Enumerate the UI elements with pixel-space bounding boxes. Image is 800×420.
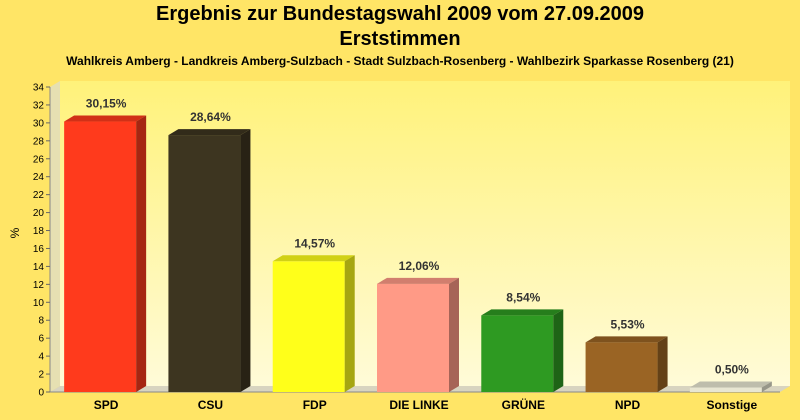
bar-front (272, 261, 345, 392)
bar-top (272, 255, 355, 262)
y-tick-label: 14 (33, 262, 45, 273)
y-tick-label: 34 (33, 83, 45, 94)
bar-gr-ne (481, 309, 564, 392)
data-label: 12,06% (399, 259, 440, 273)
y-tick-label: 16 (33, 244, 45, 255)
data-label: 8,54% (506, 290, 540, 304)
y-tick-label: 12 (33, 280, 45, 291)
bar-csu (168, 129, 251, 393)
data-label: 30,15% (86, 97, 127, 111)
bar-side (136, 115, 147, 392)
y-tick-label: 32 (33, 100, 45, 111)
chart-title: Ergebnis zur Bundestagswahl 2009 vom 27.… (156, 3, 644, 25)
bar-side (657, 336, 668, 392)
bar-top (377, 277, 459, 284)
y-tick-label: 6 (38, 334, 44, 345)
bar-side (344, 255, 355, 392)
bar-spd (64, 115, 147, 392)
x-tick-label: GRÜNE (502, 397, 545, 412)
y-tick-label: 20 (33, 208, 45, 219)
y-tick-label: 4 (38, 352, 44, 363)
bar-side (240, 129, 251, 393)
x-tick-label: Sonstige (707, 398, 758, 412)
chart-subtitle: Erststimmen (339, 28, 461, 50)
bar-sonstige (689, 381, 772, 392)
bar-front (64, 121, 137, 392)
bar-front (168, 135, 241, 393)
y-axis-label: % (8, 227, 22, 238)
y-tick-label: 10 (33, 298, 45, 309)
data-label: 28,64% (190, 110, 231, 124)
x-tick-label: CSU (198, 398, 223, 412)
bar-npd (585, 336, 668, 392)
bar-top (481, 309, 564, 316)
bar-top (585, 336, 668, 343)
bar-fdp (272, 255, 355, 392)
bar-side (761, 381, 772, 392)
x-tick-label: NPD (615, 398, 641, 412)
chart-caption: Wahlkreis Amberg - Landkreis Amberg-Sulz… (66, 54, 734, 68)
bar-top (168, 129, 251, 136)
y-tick-label: 0 (38, 388, 44, 399)
y-tick-label: 24 (33, 172, 45, 183)
y-tick-label: 2 (38, 370, 44, 381)
bar-front (585, 342, 658, 392)
data-label: 5,53% (611, 317, 645, 331)
bar-die-linke (377, 277, 459, 392)
bar-side (449, 277, 459, 392)
y-tick-label: 18 (33, 226, 45, 237)
x-tick-label: SPD (94, 398, 119, 412)
data-label: 14,57% (294, 236, 335, 250)
bar-side (553, 309, 564, 392)
y-tick-label: 22 (33, 190, 45, 201)
bar-front (689, 387, 762, 392)
y-tick-label: 30 (33, 118, 45, 129)
bar-front (481, 315, 554, 392)
y-tick-label: 28 (33, 136, 45, 147)
bar-front (377, 283, 449, 392)
bar-top (689, 381, 772, 388)
x-tick-label: FDP (303, 398, 327, 412)
bar-top (64, 115, 147, 122)
y-tick-label: 26 (33, 154, 45, 165)
data-label: 0,50% (715, 363, 749, 377)
y-tick-label: 8 (38, 316, 44, 327)
x-tick-label: DIE LINKE (389, 398, 448, 412)
left-wall (50, 81, 60, 392)
